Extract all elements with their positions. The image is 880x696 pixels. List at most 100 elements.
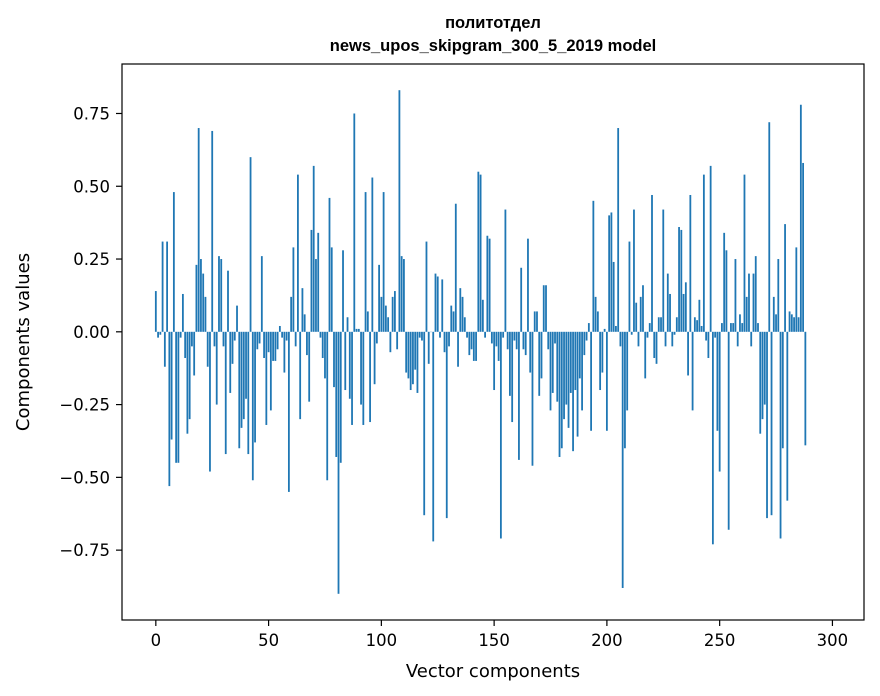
bar [511, 331, 514, 423]
bar [639, 296, 642, 332]
bar [745, 296, 748, 332]
bar [398, 90, 401, 332]
bar [423, 331, 426, 516]
bar [560, 331, 563, 449]
bar [319, 331, 322, 338]
bar [403, 259, 405, 332]
bar [172, 192, 175, 332]
bar [540, 331, 543, 379]
bar [709, 165, 712, 332]
bar [578, 331, 581, 379]
bar [624, 331, 626, 449]
y-axis-label: Components values [13, 253, 34, 431]
bar [357, 328, 360, 332]
bar [651, 194, 653, 332]
bar [475, 331, 477, 361]
bar [669, 293, 671, 332]
bar [786, 331, 789, 501]
bar [748, 273, 750, 332]
bar [522, 331, 525, 350]
bar [515, 331, 518, 350]
bar [256, 331, 259, 350]
bar [605, 331, 608, 431]
bar [434, 273, 437, 332]
bar [734, 259, 737, 332]
bar [452, 311, 455, 332]
bar [321, 331, 324, 359]
bar [283, 331, 286, 373]
x-axis-ticks: 0 50 100 150 200 250 300 [151, 620, 849, 650]
bar [529, 331, 532, 373]
bar [671, 331, 674, 347]
bar [493, 331, 496, 391]
bar [545, 285, 547, 332]
x-tick-label: 200 [591, 631, 623, 650]
bar [563, 331, 565, 420]
bar [619, 331, 622, 347]
bar [585, 331, 588, 341]
bar [380, 296, 383, 332]
bar [303, 314, 306, 332]
bar [436, 276, 439, 332]
bar [716, 331, 719, 431]
bar [393, 291, 396, 332]
bar [222, 331, 225, 347]
bar [200, 259, 202, 332]
bar [565, 331, 568, 405]
bar [626, 331, 629, 411]
bar [389, 331, 392, 353]
bar [601, 331, 604, 373]
bar [725, 250, 728, 332]
bar [193, 331, 196, 376]
bar [206, 331, 209, 367]
bar [741, 323, 744, 332]
bar [269, 331, 272, 411]
bar [439, 331, 441, 338]
bar [642, 285, 644, 332]
bar [281, 331, 284, 338]
bar [797, 317, 800, 332]
bar [224, 331, 227, 455]
bar [326, 331, 329, 481]
bar [477, 171, 480, 332]
bar [373, 331, 376, 385]
bar [581, 331, 583, 411]
bar [466, 331, 468, 338]
bar [768, 122, 771, 332]
bar [407, 331, 410, 379]
bar [450, 305, 453, 332]
bar [242, 331, 245, 420]
bar [633, 209, 635, 332]
bar [157, 331, 159, 338]
bar [443, 331, 446, 353]
bar [375, 331, 378, 344]
bar [795, 247, 798, 332]
plot-area-frame [121, 63, 865, 621]
bar [504, 209, 507, 332]
bar [351, 331, 353, 425]
bar [260, 256, 263, 332]
bar [425, 241, 428, 332]
bar [175, 331, 178, 463]
bar [184, 331, 187, 359]
bar [335, 331, 338, 457]
bar [766, 331, 768, 519]
bar [750, 331, 753, 347]
bar [285, 331, 288, 341]
bar [711, 331, 714, 545]
bar [315, 259, 317, 332]
bar [775, 314, 777, 332]
bar [763, 331, 766, 405]
chart-subtitle: news_upos_skipgram_300_5_2019 model [330, 37, 657, 55]
bar [418, 331, 421, 338]
bar [209, 331, 211, 472]
y-axis-ticks: −0.75 −0.50 −0.25 0.00 0.25 0.50 0.75 [59, 104, 122, 560]
bar [396, 331, 399, 350]
bar [170, 331, 173, 440]
bar [432, 331, 435, 542]
x-tick-label: 300 [817, 631, 849, 650]
bar [621, 331, 624, 588]
bar [355, 328, 358, 332]
bar [662, 209, 665, 332]
bar [793, 317, 795, 332]
